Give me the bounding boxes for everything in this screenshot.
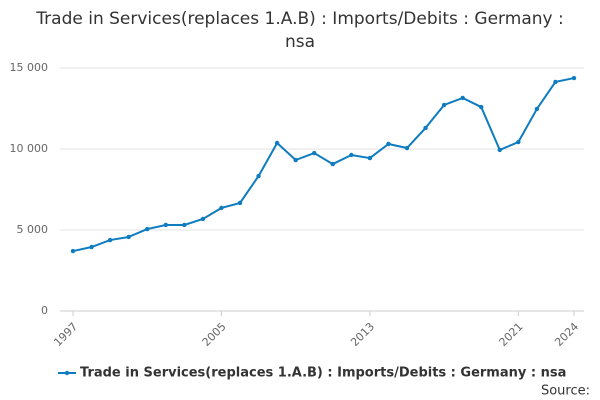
- series-line: [72, 77, 575, 253]
- data-point: [145, 226, 150, 232]
- data-point: [256, 173, 261, 179]
- data-point: [404, 145, 410, 151]
- data-point: [293, 157, 298, 163]
- data-point: [423, 125, 428, 131]
- legend-marker: [64, 370, 70, 376]
- data-point: [553, 79, 558, 85]
- data-point: [163, 222, 168, 228]
- data-point: [219, 205, 224, 211]
- data-point: [237, 200, 243, 206]
- x-tick-label: 2024: [552, 320, 581, 349]
- data-point: [312, 150, 317, 156]
- x-tick-label: 2021: [497, 320, 526, 349]
- y-tick-label: 15 000: [10, 61, 49, 74]
- source: Source:: [541, 384, 590, 399]
- data-point: [349, 152, 354, 158]
- data-point: [367, 155, 373, 161]
- data-point: [107, 237, 113, 243]
- data-point: [126, 234, 131, 240]
- data-point: [479, 104, 484, 110]
- data-point: [200, 216, 206, 222]
- data-point: [274, 140, 280, 146]
- data-point: [497, 147, 502, 153]
- data-point: [534, 106, 540, 112]
- data-point: [386, 141, 391, 147]
- y-tick-label: 5 000: [17, 223, 49, 236]
- legend-label: Trade in Services(replaces 1.A.B) : Impo…: [80, 366, 566, 381]
- data-point: [330, 161, 335, 167]
- chart-title: Trade in Services(replaces 1.A.B) : Impo…: [36, 9, 564, 52]
- y-tick-label: 0: [41, 304, 48, 317]
- x-tick-label: 2005: [200, 320, 229, 349]
- data-point: [571, 75, 577, 81]
- x-tick-label: 2013: [348, 320, 377, 349]
- data-point: [182, 222, 187, 228]
- data-point: [516, 139, 521, 145]
- data-point: [460, 95, 465, 101]
- x-tick-label: 1997: [51, 320, 80, 349]
- y-tick-label: 10 000: [10, 142, 49, 155]
- data-point: [441, 102, 447, 108]
- data-point: [89, 244, 94, 250]
- data-point: [70, 248, 76, 254]
